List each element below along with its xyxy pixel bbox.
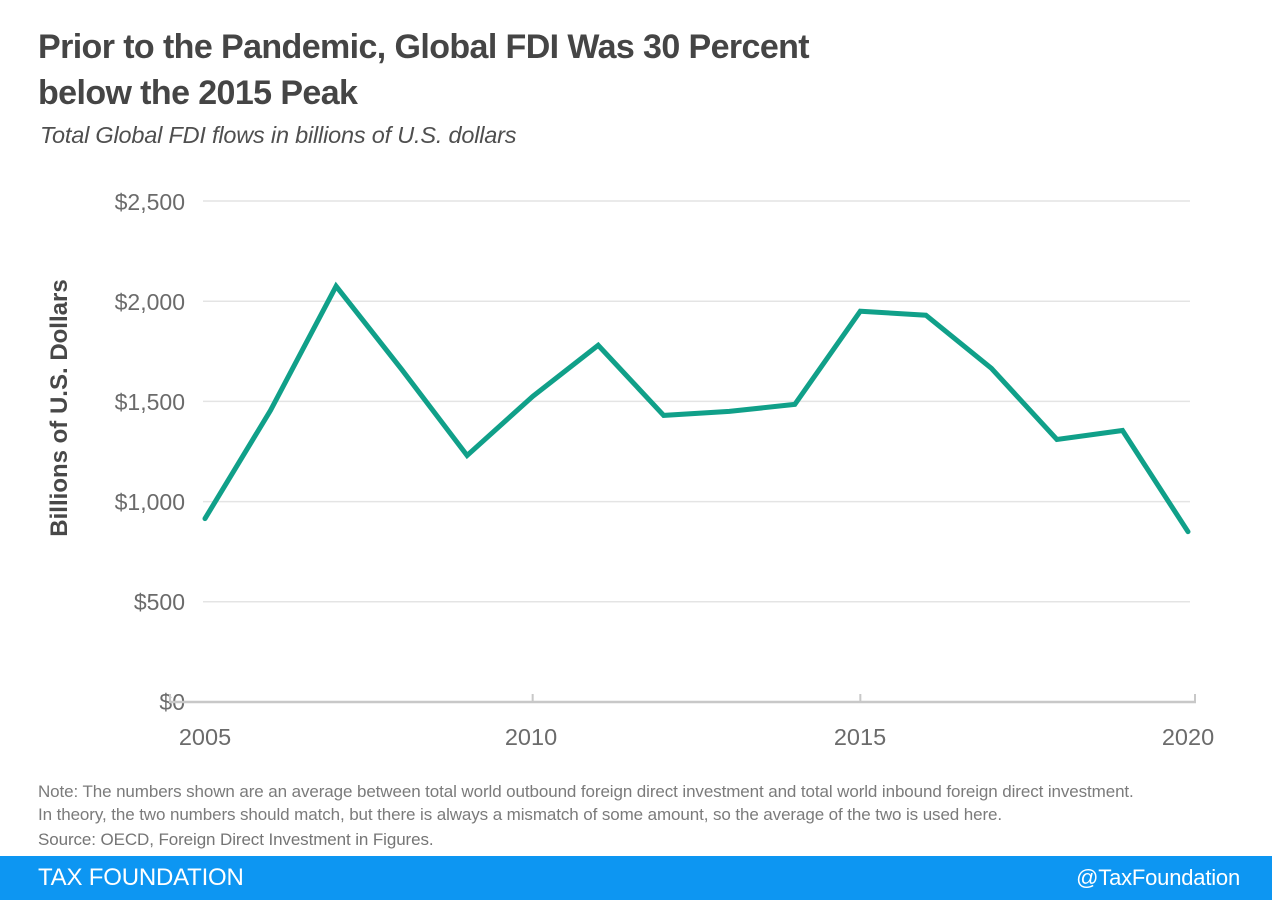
y-tick-label-1000: $1,000 [114, 489, 185, 515]
page-title-line1: Prior to the Pandemic, Global FDI Was 30… [38, 28, 810, 66]
footer-bar: TAX FOUNDATION @TaxFoundation [0, 856, 1272, 900]
fdi-line-chart [169, 200, 1196, 704]
twitter-handle: @TaxFoundation [1076, 865, 1240, 890]
page-title-line2: below the 2015 Peak [38, 74, 358, 112]
x-tick-label-2020: 2020 [1161, 724, 1215, 750]
y-tick-label-2500: $2,500 [114, 189, 185, 215]
x-tick-label-2005: 2005 [178, 724, 232, 750]
chart-note: Note: The numbers shown are an average b… [38, 781, 1248, 826]
chart-note-line1: Note: The numbers shown are an average b… [38, 782, 1134, 801]
y-tick-label-2000: $2,000 [114, 289, 185, 315]
y-tick-label-1500: $1,500 [114, 389, 185, 415]
chart-source: Source: OECD, Foreign Direct Investment … [38, 830, 434, 849]
chart-note-line2: In theory, the two numbers should match,… [38, 804, 1003, 824]
brand-name: TAX FOUNDATION [38, 864, 244, 891]
x-tick-label-2010: 2010 [504, 724, 558, 750]
page-title: Prior to the Pandemic, Global FDI Was 30… [38, 24, 810, 116]
x-tick-label-2015: 2015 [833, 724, 887, 750]
chart-subtitle: Total Global FDI flows in billions of U.… [40, 122, 517, 148]
y-tick-label-500: $500 [133, 589, 185, 615]
